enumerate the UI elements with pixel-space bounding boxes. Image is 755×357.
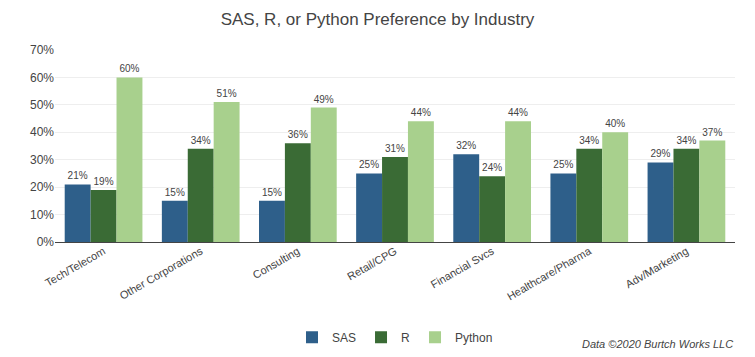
svg-text:44%: 44% (508, 107, 528, 118)
svg-text:0%: 0% (37, 235, 55, 249)
svg-text:25%: 25% (553, 159, 573, 170)
svg-text:31%: 31% (385, 143, 405, 154)
svg-text:Retail/CPG: Retail/CPG (345, 245, 399, 283)
svg-text:44%: 44% (411, 107, 431, 118)
svg-text:60%: 60% (30, 71, 54, 85)
svg-text:50%: 50% (30, 98, 54, 112)
svg-text:15%: 15% (165, 187, 185, 198)
svg-text:49%: 49% (314, 94, 334, 105)
svg-text:60%: 60% (119, 63, 139, 74)
svg-text:40%: 40% (30, 125, 54, 139)
svg-text:Consulting: Consulting (251, 245, 302, 281)
svg-text:40%: 40% (605, 118, 625, 129)
svg-text:20%: 20% (30, 180, 54, 194)
svg-text:25%: 25% (359, 159, 379, 170)
svg-text:51%: 51% (217, 88, 237, 99)
svg-text:R: R (401, 331, 410, 345)
svg-text:Python: Python (455, 331, 492, 345)
svg-text:Data ©2020 Burtch Works LLC: Data ©2020 Burtch Works LLC (582, 338, 733, 350)
svg-text:30%: 30% (30, 153, 54, 167)
svg-text:Tech/Telecom: Tech/Telecom (43, 245, 107, 289)
svg-text:21%: 21% (68, 170, 88, 181)
svg-text:24%: 24% (482, 162, 502, 173)
svg-text:SAS, R, or Python Preference b: SAS, R, or Python Preference by Industry (221, 10, 535, 29)
svg-text:Financial Svcs: Financial Svcs (428, 244, 496, 290)
svg-text:34%: 34% (676, 135, 696, 146)
svg-text:34%: 34% (191, 135, 211, 146)
svg-text:15%: 15% (262, 187, 282, 198)
svg-text:36%: 36% (288, 129, 308, 140)
svg-text:37%: 37% (702, 127, 722, 138)
svg-text:32%: 32% (456, 140, 476, 151)
svg-text:34%: 34% (579, 135, 599, 146)
svg-text:70%: 70% (30, 43, 54, 57)
svg-text:10%: 10% (30, 208, 54, 222)
svg-text:Other Corporations: Other Corporations (117, 244, 204, 301)
svg-text:SAS: SAS (332, 331, 356, 345)
svg-text:29%: 29% (650, 148, 670, 159)
svg-text:19%: 19% (94, 176, 114, 187)
svg-text:Healthcare/Pharma: Healthcare/Pharma (505, 244, 594, 302)
svg-text:Adv/Marketing: Adv/Marketing (623, 245, 690, 291)
